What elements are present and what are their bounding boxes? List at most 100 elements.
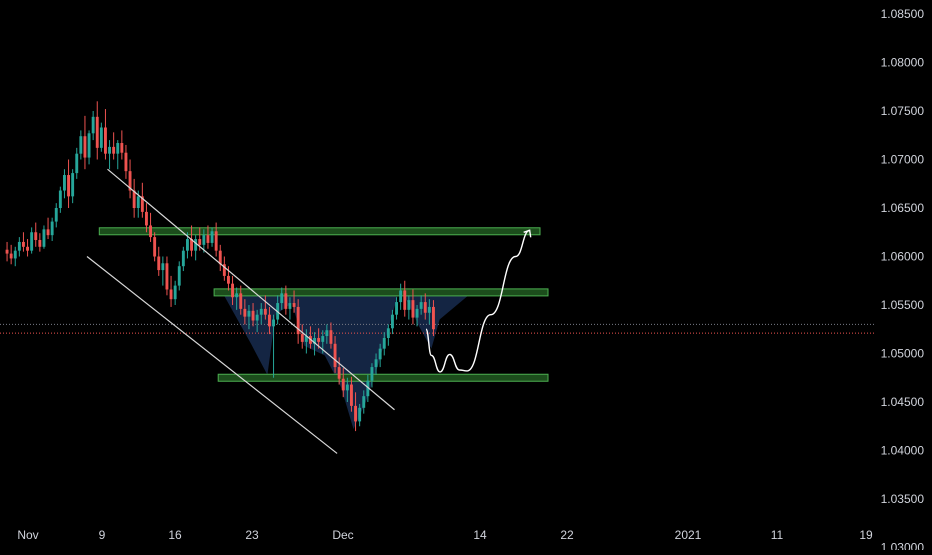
- candle-body: [190, 239, 193, 251]
- candle: [75, 147, 79, 179]
- y-tick-label: 1.06000: [881, 250, 925, 264]
- candle: [423, 293, 427, 320]
- candle-body: [415, 308, 419, 318]
- candle: [272, 314, 275, 378]
- candle: [46, 217, 50, 240]
- x-tick-label: 19: [859, 528, 873, 542]
- candle: [263, 295, 267, 320]
- candle-body: [259, 308, 263, 315]
- candle: [259, 303, 263, 325]
- candle-body: [173, 285, 177, 300]
- candle: [370, 363, 374, 388]
- candle-body: [263, 308, 267, 315]
- candle: [419, 295, 423, 315]
- candle-body: [169, 289, 173, 300]
- candle: [67, 159, 70, 208]
- candle-body: [54, 208, 58, 222]
- candle-body: [202, 235, 206, 245]
- candle: [38, 233, 42, 252]
- candle: [132, 178, 136, 218]
- candle-body: [280, 293, 284, 304]
- candle-body: [75, 153, 79, 174]
- candle-body: [386, 328, 390, 338]
- candle: [378, 343, 382, 368]
- lower-support-zone: [217, 373, 549, 382]
- candle: [173, 280, 177, 305]
- candle: [304, 329, 308, 354]
- candle-body: [22, 241, 25, 247]
- candle: [202, 229, 206, 253]
- candle: [292, 290, 296, 313]
- candle-body: [284, 293, 288, 309]
- candle: [149, 212, 152, 242]
- candle-body: [128, 171, 132, 191]
- candle: [395, 297, 398, 320]
- candle: [157, 246, 161, 276]
- candle: [206, 225, 210, 249]
- candle-body: [395, 302, 398, 315]
- candle-body: [432, 306, 435, 330]
- candle: [214, 222, 218, 257]
- candle-body: [104, 127, 107, 154]
- candle: [313, 332, 316, 356]
- candle: [83, 115, 87, 170]
- candle-body: [206, 235, 210, 243]
- x-tick-label: 22: [560, 528, 574, 542]
- candle: [329, 322, 333, 349]
- y-tick-label: 1.08000: [881, 56, 925, 70]
- y-tick-label: 1.03500: [881, 492, 925, 506]
- candle: [58, 186, 62, 213]
- candle: [325, 324, 329, 344]
- candle: [71, 169, 75, 204]
- candle-body: [140, 196, 144, 212]
- candle: [63, 169, 66, 199]
- candle-body: [145, 211, 148, 226]
- candle: [34, 222, 38, 247]
- candle: [296, 299, 300, 344]
- candle-body: [411, 300, 415, 318]
- candle: [341, 368, 345, 398]
- candle-body: [132, 190, 136, 208]
- candle-body: [423, 302, 427, 313]
- candle-body: [46, 229, 50, 236]
- candle: [411, 289, 415, 325]
- candle: [26, 239, 29, 257]
- candle-body: [149, 225, 152, 238]
- y-tick-label: 1.05000: [881, 347, 925, 361]
- candle: [407, 295, 411, 320]
- candle-body: [391, 314, 394, 329]
- candle-body: [304, 336, 308, 342]
- candle-body: [71, 173, 75, 197]
- candle-body: [5, 249, 9, 254]
- candle: [30, 227, 34, 254]
- candle-body: [358, 407, 362, 422]
- candle: [95, 101, 99, 160]
- candle: [87, 130, 91, 165]
- candle-body: [42, 229, 46, 247]
- candle: [42, 225, 46, 249]
- candle: [218, 244, 222, 272]
- candle: [9, 244, 13, 265]
- candle-body: [354, 405, 357, 422]
- candle: [358, 403, 362, 427]
- candle-body: [239, 293, 243, 309]
- y-tick-label: 1.07000: [881, 153, 925, 167]
- candle-body: [341, 378, 345, 391]
- candle: [354, 392, 357, 432]
- candle-body: [243, 308, 247, 317]
- x-tick-label: 14: [473, 528, 487, 542]
- candle-body: [337, 367, 341, 379]
- candle: [399, 283, 403, 310]
- candle-body: [194, 239, 198, 251]
- candle-body: [272, 319, 275, 327]
- candle-body: [255, 314, 259, 321]
- candle: [239, 285, 243, 315]
- candle: [284, 285, 288, 315]
- candle-body: [63, 175, 66, 191]
- candle: [194, 235, 198, 261]
- candle-body: [153, 237, 157, 257]
- candle: [288, 297, 292, 320]
- candle-body: [95, 116, 99, 148]
- candle-body: [370, 367, 374, 381]
